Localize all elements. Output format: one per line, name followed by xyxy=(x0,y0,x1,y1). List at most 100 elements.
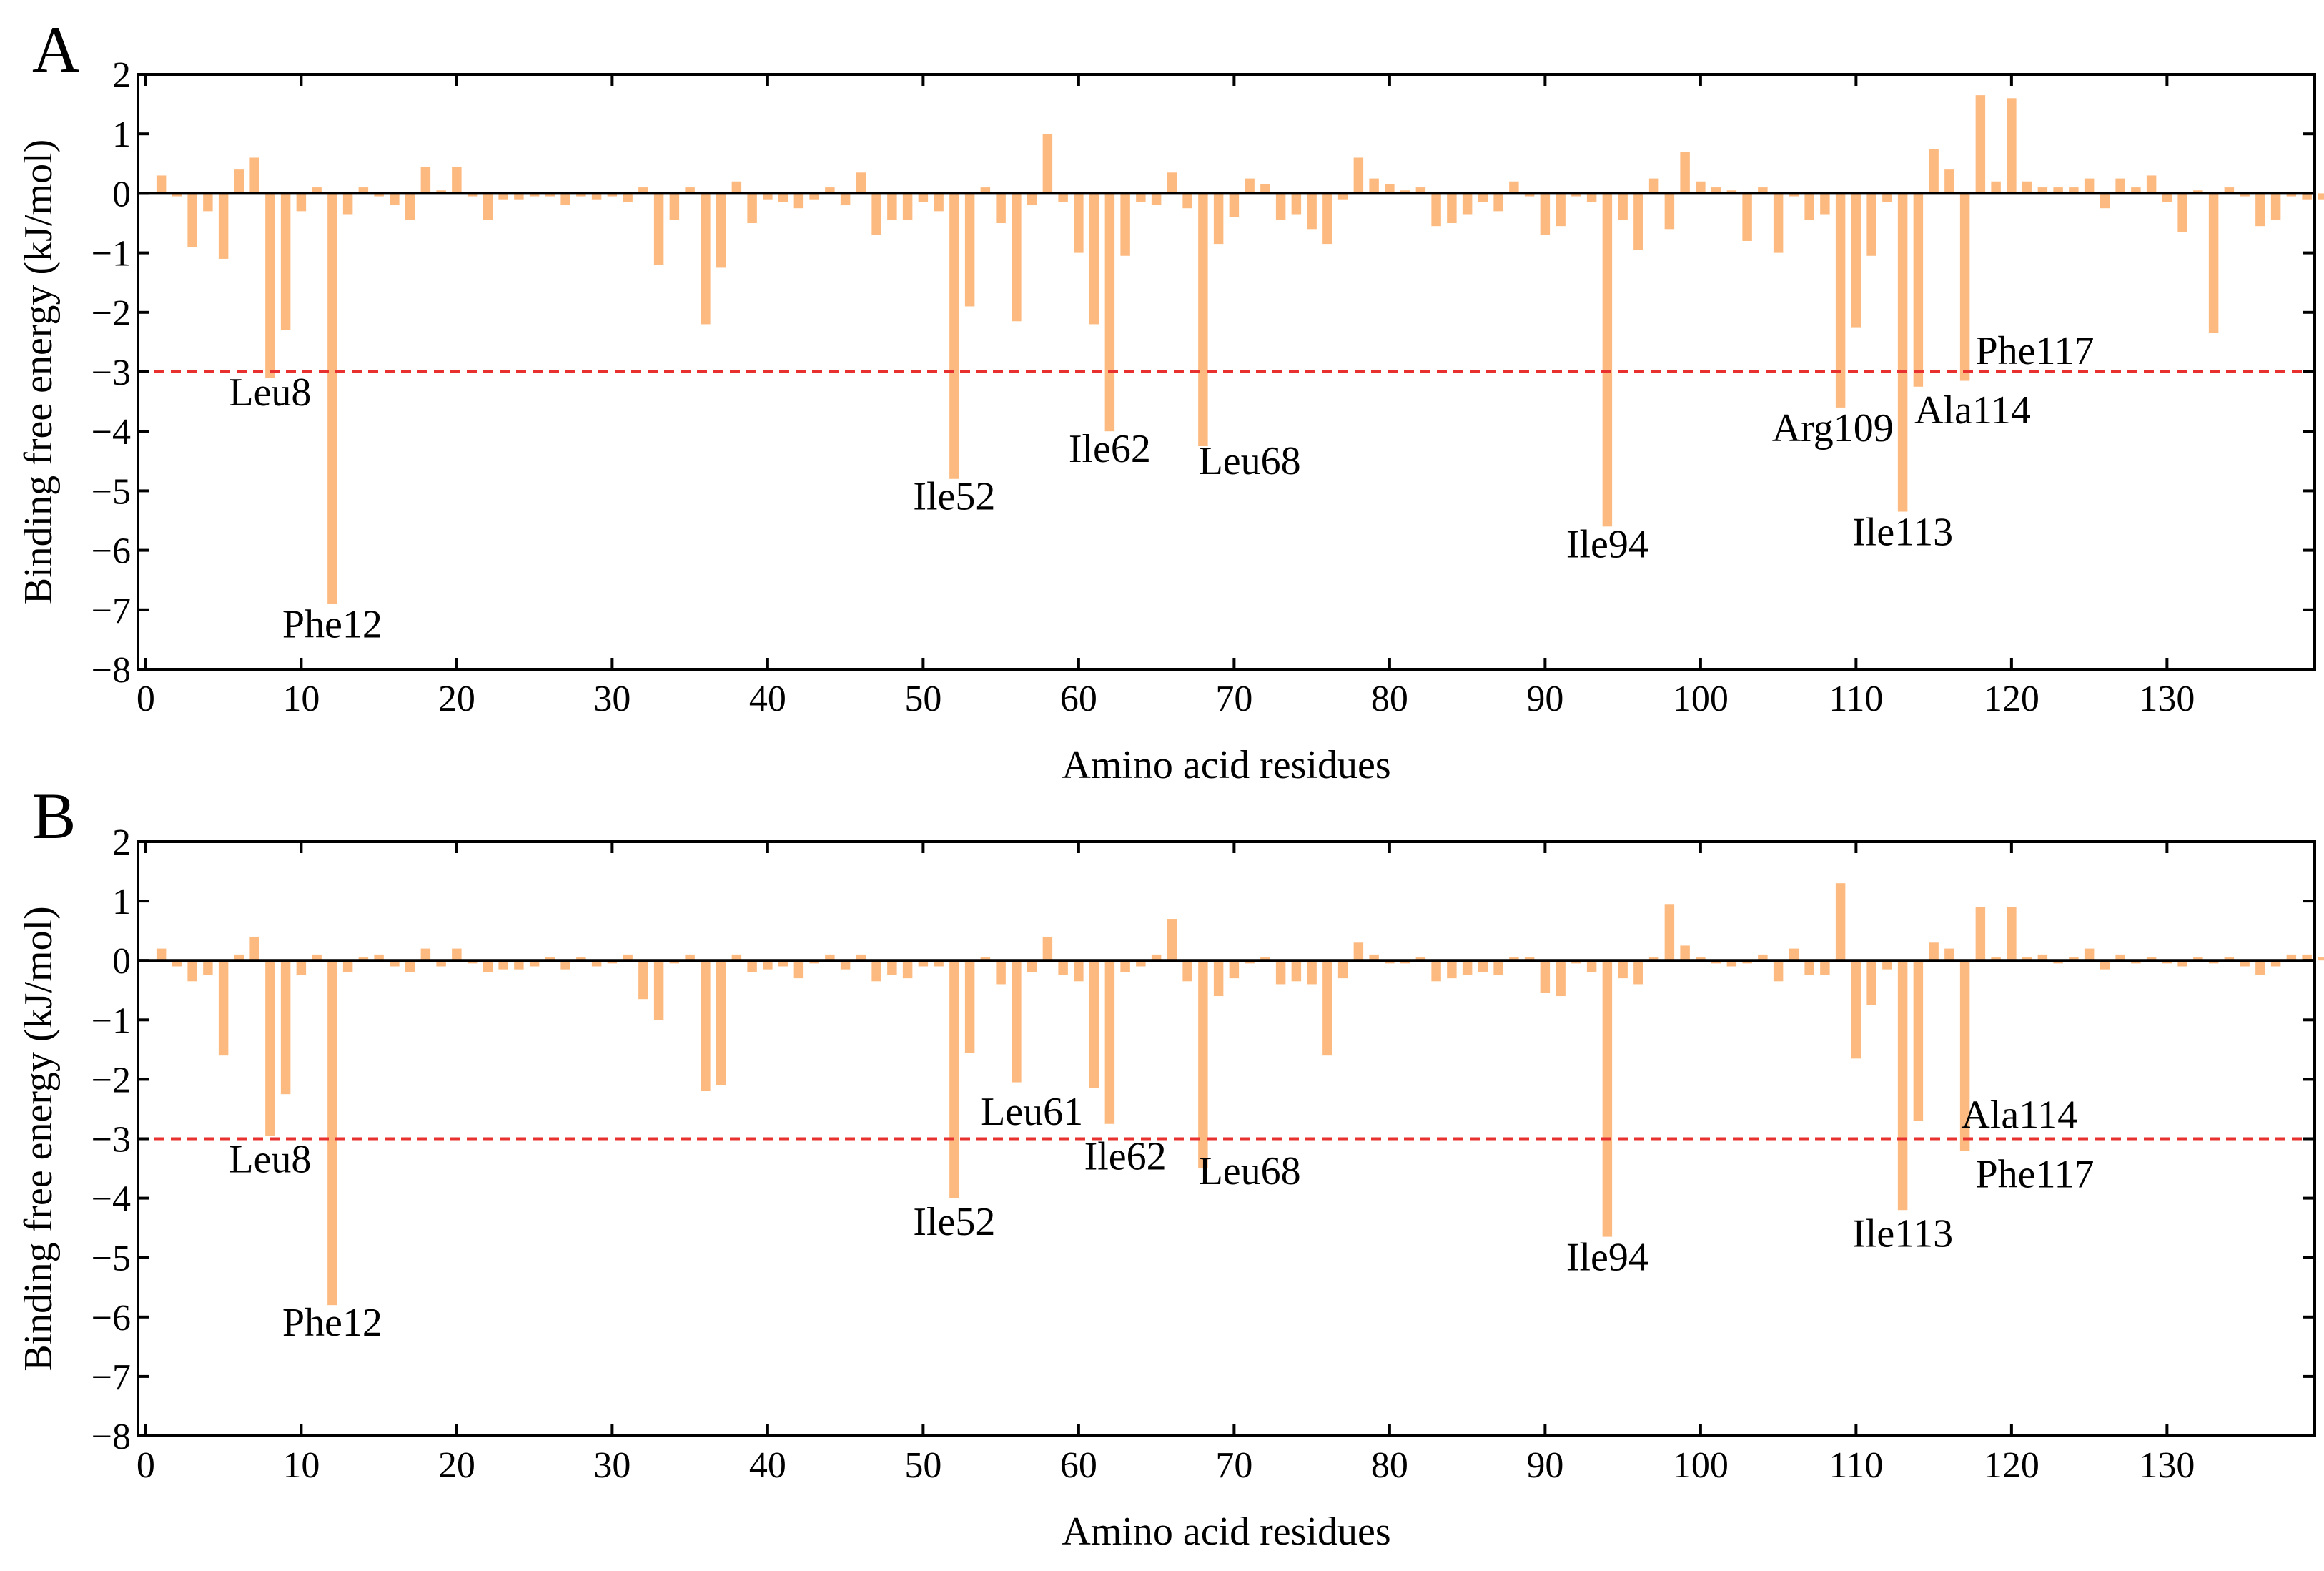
bar-residue-39 xyxy=(747,960,757,972)
bar-residue-7 xyxy=(249,936,259,961)
bar-residue-3 xyxy=(187,960,197,982)
bar-residue-87 xyxy=(1493,193,1503,212)
bar-residue-66 xyxy=(1167,919,1177,961)
bar-residue-30 xyxy=(607,193,618,197)
x-tick-label: 110 xyxy=(1829,679,1883,719)
bar-residue-124 xyxy=(2069,957,2079,961)
bar-residue-30 xyxy=(607,960,618,964)
x-tick-label: 50 xyxy=(904,1445,941,1486)
bar-residue-69 xyxy=(1213,960,1224,997)
x-tick-label: 10 xyxy=(282,1445,320,1486)
bar-residue-47 xyxy=(871,193,881,235)
bar-residue-89 xyxy=(1524,193,1535,197)
bar-residue-36 xyxy=(701,193,711,325)
x-tick-label: 120 xyxy=(1984,1445,2039,1486)
bar-residue-123 xyxy=(2053,187,2063,194)
bar-residue-34 xyxy=(669,960,680,964)
bar-residue-87 xyxy=(1493,960,1503,975)
bar-residue-15 xyxy=(374,193,384,197)
bar-residue-126 xyxy=(2100,193,2110,209)
bar-residue-119 xyxy=(1991,957,2001,961)
bar-residue-111 xyxy=(1866,193,1876,256)
bar-residue-45 xyxy=(840,960,851,970)
x-tick-label: 100 xyxy=(1673,1445,1729,1486)
bar-residue-92 xyxy=(1571,960,1581,964)
bar-residue-138 xyxy=(2286,954,2297,961)
bar-residue-61 xyxy=(1089,960,1099,1088)
bar-residue-15 xyxy=(374,954,384,961)
bar-residue-103 xyxy=(1742,193,1752,241)
bar-residue-12 xyxy=(327,193,337,604)
bar-residue-40 xyxy=(763,960,773,970)
bar-residue-9 xyxy=(280,193,291,330)
panel-label: A xyxy=(32,13,79,86)
bar-residue-22 xyxy=(483,960,493,972)
bar-residue-92 xyxy=(1571,193,1581,197)
bar-residue-107 xyxy=(1804,960,1814,975)
bar-residue-21 xyxy=(467,960,478,964)
bar-residue-59 xyxy=(1058,960,1068,975)
bar-residue-91 xyxy=(1556,960,1566,997)
bar-residue-137 xyxy=(2270,960,2281,967)
bar-residue-17 xyxy=(405,960,415,972)
bar-residue-75 xyxy=(1307,960,1317,985)
bar-residue-8 xyxy=(265,960,275,1136)
bar-residue-86 xyxy=(1478,193,1488,202)
bar-residue-118 xyxy=(1975,95,1986,194)
bar-residue-86 xyxy=(1478,960,1488,972)
bar-residue-10 xyxy=(296,193,307,212)
bar-residue-77 xyxy=(1337,193,1348,200)
bar-residue-56 xyxy=(1012,193,1022,322)
bar-residue-29 xyxy=(591,193,602,200)
bar-residue-58 xyxy=(1042,936,1053,961)
y-tick-label: 2 xyxy=(112,822,131,863)
bar-residue-58 xyxy=(1042,134,1053,194)
bar-residue-57 xyxy=(1027,960,1037,972)
bar-residue-97 xyxy=(1648,957,1659,961)
bar-residue-84 xyxy=(1447,960,1457,979)
y-tick-label: −1 xyxy=(92,234,131,275)
bar-residue-104 xyxy=(1758,187,1768,194)
bar-residue-80 xyxy=(1385,960,1395,964)
bar-residue-79 xyxy=(1369,954,1379,961)
bar-residue-119 xyxy=(1991,181,2001,194)
bar-residue-27 xyxy=(560,193,570,206)
bar-residue-116 xyxy=(1944,948,1954,961)
bar-residue-130 xyxy=(2162,193,2172,202)
x-tick-label: 120 xyxy=(1984,679,2039,719)
bar-residue-71 xyxy=(1245,178,1255,194)
x-tick-label: 100 xyxy=(1673,679,1729,719)
x-tick-label: 70 xyxy=(1215,679,1252,719)
bar-residue-18 xyxy=(420,948,431,961)
y-tick-label: 1 xyxy=(112,114,131,155)
bar-residue-115 xyxy=(1929,149,1939,194)
bar-residue-20 xyxy=(452,166,462,194)
bar-residue-124 xyxy=(2069,187,2079,194)
bar-residue-76 xyxy=(1322,960,1332,1056)
bar-residue-64 xyxy=(1136,193,1146,202)
bar-residue-125 xyxy=(2084,948,2095,961)
x-tick-label: 30 xyxy=(593,679,631,719)
bar-residue-11 xyxy=(312,187,322,194)
bar-residue-115 xyxy=(1929,942,1939,961)
y-tick-label: −3 xyxy=(92,1120,131,1161)
annotation-leu8: Leu8 xyxy=(229,1138,311,1182)
bar-residue-25 xyxy=(529,960,540,967)
annotation-leu61: Leu61 xyxy=(981,1090,1083,1134)
bar-residue-44 xyxy=(825,954,835,961)
bar-residue-127 xyxy=(2115,178,2125,194)
bar-residue-131 xyxy=(2177,193,2187,232)
bar-residue-95 xyxy=(1618,193,1628,220)
bar-residue-49 xyxy=(902,960,913,979)
bar-residue-54 xyxy=(980,957,991,961)
bar-residue-62 xyxy=(1104,960,1115,1124)
bar-residue-5 xyxy=(218,960,229,1056)
bar-residue-105 xyxy=(1773,960,1784,982)
bar-residue-31 xyxy=(623,193,633,202)
bar-residue-103 xyxy=(1742,960,1752,964)
bar-residue-81 xyxy=(1400,190,1410,194)
bar-residue-59 xyxy=(1058,193,1068,202)
bar-residue-109 xyxy=(1835,193,1846,408)
annotation-ile94: Ile94 xyxy=(1566,1236,1648,1280)
